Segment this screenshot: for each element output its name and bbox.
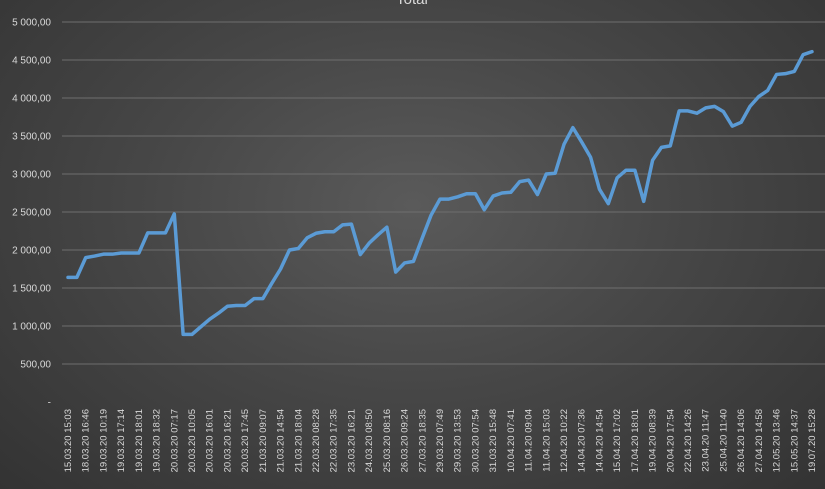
y-tick-label: 3 000,00 xyxy=(12,170,51,181)
y-tick-label: 1 000,00 xyxy=(12,322,51,333)
y-tick-label: 500,00 xyxy=(20,360,51,371)
y-tick-label: 4 000,00 xyxy=(12,94,51,105)
x-tick-label: 21.03.20 14:54 xyxy=(276,409,287,472)
y-tick-label: 2 500,00 xyxy=(12,208,51,219)
y-tick-label: 4 500,00 xyxy=(12,56,51,67)
x-tick-label: 21.03.20 09:07 xyxy=(258,409,269,472)
x-tick-label: 15.05.20 14:37 xyxy=(789,409,800,472)
x-tick-label: 11.04.20 15:03 xyxy=(541,409,552,472)
y-tick-label: 5 000,00 xyxy=(12,18,51,29)
x-tick-label: 24.03.20 08:50 xyxy=(364,409,375,472)
series-layer xyxy=(66,49,814,337)
x-tick-label: 22.03.20 17:35 xyxy=(329,409,340,472)
x-tick-label: 27.03.20 18:35 xyxy=(417,409,428,472)
x-tick-label: 29.03.20 13:53 xyxy=(453,409,464,472)
x-tick-label: 14.04.20 14:54 xyxy=(594,409,605,472)
x-tick-label: 19.03.20 18:01 xyxy=(134,409,145,472)
x-tick-label: 25.04.20 11:40 xyxy=(718,409,729,472)
x-tick-label: 18.03.20 16:46 xyxy=(81,409,92,472)
x-tick-label: 19.03.20 17:14 xyxy=(116,409,127,472)
x-tick-label: 29.03.20 07:49 xyxy=(435,409,446,472)
chart-title: Total xyxy=(396,0,428,8)
x-tick-label: 23.03.20 16:21 xyxy=(346,409,357,472)
y-axis-tick-labels: - 500,00 1 000,00 1 500,00 2 000,00 2 500,00 3… xyxy=(12,18,51,409)
x-tick-label: 22.03.20 08:28 xyxy=(311,409,322,472)
x-tick-label: 27.04.20 14:58 xyxy=(754,409,765,472)
x-tick-label: 14.04.20 07:36 xyxy=(577,409,588,472)
y-tick-label: 3 500,00 xyxy=(12,132,51,143)
x-tick-label: 22.04.20 14:26 xyxy=(683,409,694,472)
x-tick-label: 17.04.20 18:01 xyxy=(630,409,641,472)
x-tick-label: 23.04.20 11:47 xyxy=(701,409,712,472)
x-tick-label: 19.03.20 18:32 xyxy=(152,409,163,472)
x-tick-label: 19.07.20 15:28 xyxy=(807,409,818,472)
x-tick-label: 15.03.20 15:03 xyxy=(63,409,74,472)
x-tick-label: 12.05.20 13:46 xyxy=(772,409,783,472)
x-tick-label: 19.03.20 10:19 xyxy=(98,409,109,472)
x-tick-label: 30.03.20 07:54 xyxy=(470,409,481,472)
gridlines xyxy=(62,21,825,365)
x-tick-label: 11.04.20 09:04 xyxy=(524,409,535,472)
x-tick-label: 12.04.20 10:22 xyxy=(559,409,570,472)
x-tick-label: 21.03.20 18:04 xyxy=(293,409,304,472)
x-tick-label: 20.03.20 07:17 xyxy=(169,409,180,472)
x-tick-label: 20.04.20 17:54 xyxy=(665,409,676,472)
x-tick-label: 26.04.20 14:06 xyxy=(736,409,747,472)
x-tick-label: 20.03.20 16:01 xyxy=(205,409,216,472)
y-tick-label: 2 000,00 xyxy=(12,246,51,257)
x-tick-label: 20.03.20 17:45 xyxy=(240,409,251,472)
x-tick-label: 25.03.20 08:16 xyxy=(382,409,393,472)
x-tick-label: 31.03.20 15:48 xyxy=(488,409,499,472)
x-tick-label: 19.04.20 08:39 xyxy=(648,409,659,472)
x-tick-label: 15.04.20 17:02 xyxy=(612,409,623,472)
x-tick-label: 20.03.20 16:21 xyxy=(222,409,233,472)
y-tick-label: 1 500,00 xyxy=(12,284,51,295)
x-tick-label: 20.03.20 10:05 xyxy=(187,409,198,472)
x-axis-tick-labels: 15.03.20 15:03 18.03.20 16:46 19.03.20 10:… xyxy=(63,409,818,472)
series-line-0 xyxy=(66,49,814,337)
x-tick-label: 26.03.20 09:24 xyxy=(400,409,411,472)
y-tick-label: - xyxy=(48,398,51,409)
x-tick-label: 10.04.20 07:41 xyxy=(506,409,517,472)
